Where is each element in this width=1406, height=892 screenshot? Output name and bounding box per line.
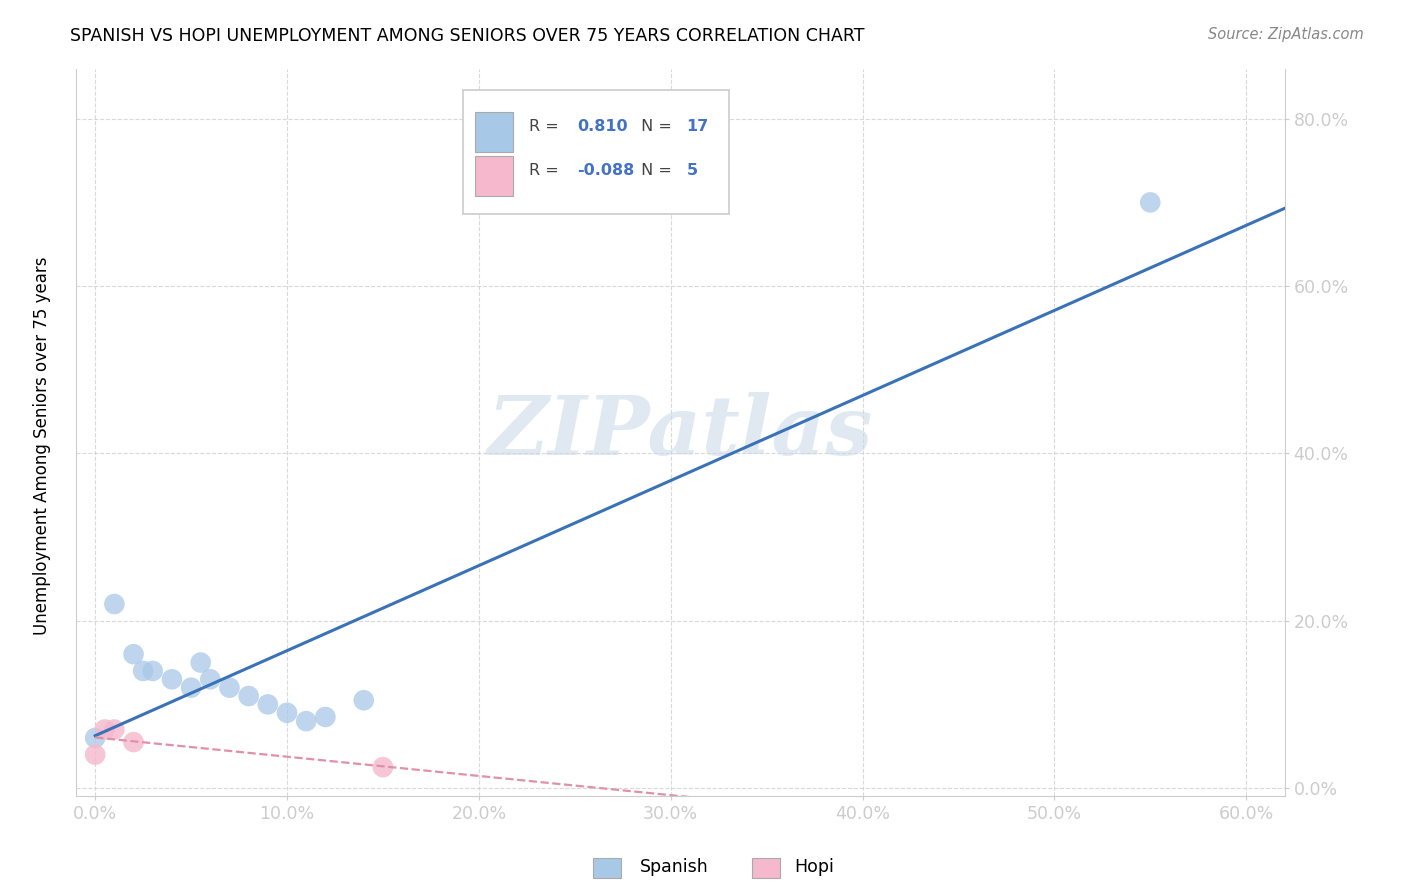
Text: -0.088: -0.088: [578, 163, 634, 178]
Point: [353, 693, 375, 707]
Point: [190, 656, 212, 670]
Text: R =: R =: [529, 163, 564, 178]
Text: N =: N =: [636, 163, 676, 178]
Text: Source: ZipAtlas.com: Source: ZipAtlas.com: [1208, 27, 1364, 42]
Point: [238, 689, 260, 703]
Text: 17: 17: [686, 120, 709, 135]
Text: Unemployment Among Seniors over 75 years: Unemployment Among Seniors over 75 years: [34, 257, 51, 635]
Point: [142, 664, 165, 678]
Point: [1139, 195, 1161, 210]
Point: [295, 714, 318, 728]
Point: [103, 723, 125, 737]
Point: [84, 747, 107, 762]
Text: Spanish: Spanish: [640, 858, 709, 876]
Text: SPANISH VS HOPI UNEMPLOYMENT AMONG SENIORS OVER 75 YEARS CORRELATION CHART: SPANISH VS HOPI UNEMPLOYMENT AMONG SENIO…: [70, 27, 865, 45]
Text: N =: N =: [636, 120, 676, 135]
Point: [371, 760, 394, 774]
Point: [94, 723, 117, 737]
Text: ZIPatlas: ZIPatlas: [488, 392, 873, 473]
Text: Hopi: Hopi: [794, 858, 834, 876]
Bar: [475, 112, 513, 153]
Text: 0.810: 0.810: [578, 120, 628, 135]
Text: R =: R =: [529, 120, 564, 135]
Point: [256, 698, 278, 712]
Point: [122, 647, 145, 661]
Point: [180, 681, 202, 695]
Point: [122, 735, 145, 749]
Point: [84, 731, 107, 745]
Point: [132, 664, 155, 678]
Text: 5: 5: [686, 163, 697, 178]
Point: [160, 673, 183, 687]
Bar: [475, 156, 513, 196]
FancyBboxPatch shape: [463, 90, 728, 214]
Point: [276, 706, 298, 720]
Point: [314, 710, 336, 724]
Point: [103, 597, 125, 611]
Point: [200, 673, 222, 687]
Point: [218, 681, 240, 695]
